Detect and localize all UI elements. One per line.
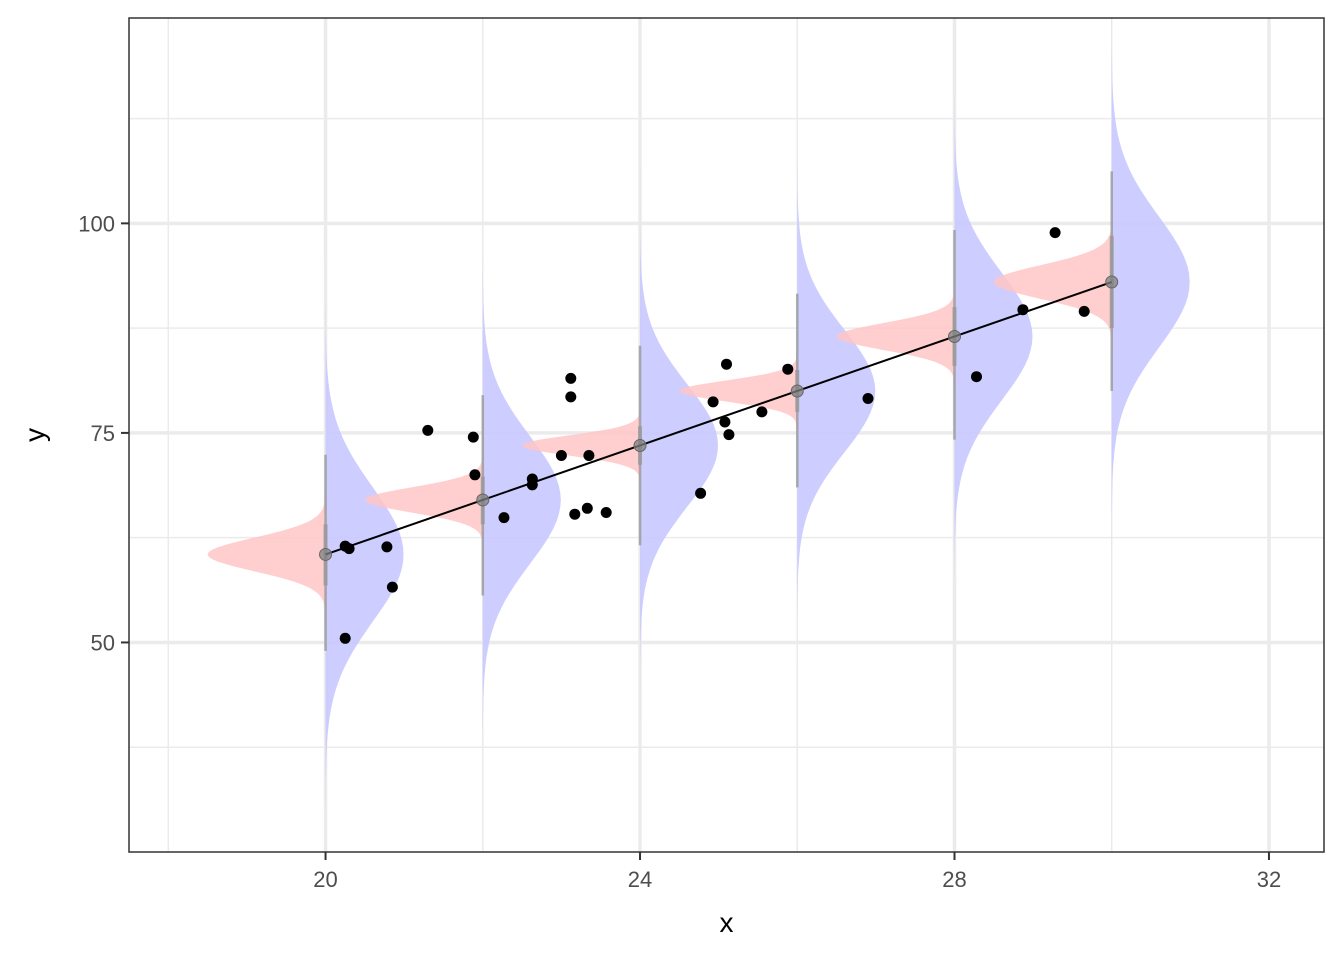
data-point xyxy=(343,543,355,555)
data-point xyxy=(569,508,581,520)
data-point xyxy=(386,581,398,593)
data-point xyxy=(565,372,577,384)
data-point xyxy=(782,363,794,375)
mean-point xyxy=(947,330,961,344)
mean-density xyxy=(993,211,1112,353)
prediction-density xyxy=(954,49,1033,624)
data-point xyxy=(1049,227,1061,239)
y-tick-label: 50 xyxy=(91,630,115,655)
x-axis-title: x xyxy=(720,907,734,938)
data-point xyxy=(565,391,577,403)
data-point xyxy=(721,358,732,370)
mean-point xyxy=(319,547,333,561)
data-point xyxy=(862,393,874,404)
data-point xyxy=(498,512,510,524)
data-point xyxy=(526,479,538,491)
data-point xyxy=(422,424,434,436)
mean-point xyxy=(633,438,647,452)
data-point xyxy=(1017,304,1029,316)
data-point xyxy=(467,431,479,443)
mean-density xyxy=(207,484,326,625)
data-point xyxy=(381,541,393,553)
fit-line xyxy=(325,281,1113,556)
prediction-density xyxy=(325,252,404,857)
data-point xyxy=(469,469,481,481)
x-tick-label: 32 xyxy=(1257,867,1281,892)
data-point xyxy=(1078,305,1090,317)
data-point xyxy=(555,450,567,461)
mean-point xyxy=(1105,275,1119,289)
y-tick-label: 75 xyxy=(91,421,115,446)
mean-density xyxy=(836,280,955,393)
data-point xyxy=(695,487,707,499)
panel-border xyxy=(128,17,1325,853)
y-axis-title: y xyxy=(19,428,50,442)
data-point xyxy=(719,416,731,428)
prediction-density xyxy=(1111,0,1190,577)
data-point xyxy=(600,507,612,518)
mean-point xyxy=(476,493,490,507)
y-tick-label: 100 xyxy=(78,211,115,236)
data-point xyxy=(971,371,982,383)
point-layer xyxy=(339,227,1090,644)
prediction-density xyxy=(797,115,876,667)
data-point xyxy=(707,396,719,408)
prediction-density xyxy=(640,170,718,721)
x-tick-label: 20 xyxy=(313,867,337,892)
data-point xyxy=(723,429,735,441)
tick-layer: 20 24 28 32 50 75 100 xyxy=(78,211,1281,892)
data-point xyxy=(583,450,595,461)
fit-layer xyxy=(319,275,1119,561)
data-point xyxy=(339,632,351,644)
mean-point xyxy=(790,384,804,398)
x-tick-label: 28 xyxy=(942,867,966,892)
prediction-density xyxy=(482,213,561,787)
data-point xyxy=(581,502,593,514)
mean-density xyxy=(522,403,641,488)
mean-density xyxy=(364,447,483,553)
x-tick-label: 24 xyxy=(628,867,652,892)
data-point xyxy=(756,406,768,418)
mean-density xyxy=(679,346,798,435)
